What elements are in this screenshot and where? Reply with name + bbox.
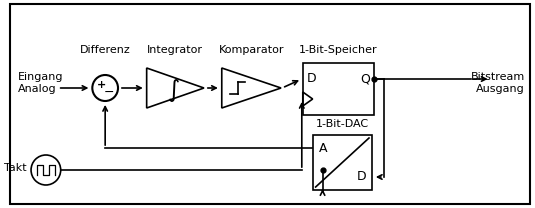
Text: $\int$: $\int$ <box>167 77 180 104</box>
Text: Bitstream
Ausgang: Bitstream Ausgang <box>471 72 525 94</box>
Text: Integrator: Integrator <box>147 45 203 55</box>
Text: A: A <box>319 141 328 155</box>
Text: Komparator: Komparator <box>219 45 284 55</box>
Text: 1-Bit-DAC: 1-Bit-DAC <box>316 119 369 129</box>
Text: D: D <box>356 171 366 183</box>
Text: Takt: Takt <box>4 163 27 173</box>
Text: Q: Q <box>360 73 370 85</box>
Text: −: − <box>104 85 114 99</box>
Text: Eingang
Analog: Eingang Analog <box>18 72 64 94</box>
Bar <box>312 135 372 190</box>
Text: Differenz: Differenz <box>80 45 131 55</box>
Text: +: + <box>97 80 106 90</box>
Bar <box>303 63 374 115</box>
Text: D: D <box>307 73 317 85</box>
Text: 1-Bit-Speicher: 1-Bit-Speicher <box>299 45 378 55</box>
